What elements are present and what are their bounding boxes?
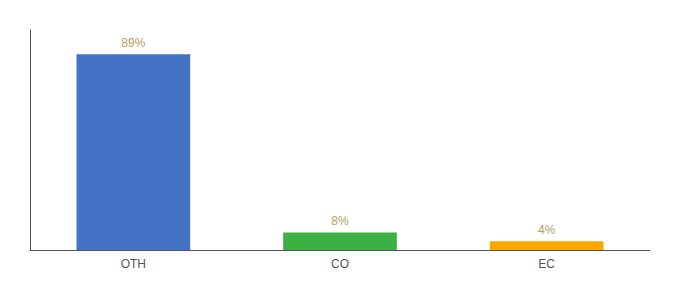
svg-text:EC: EC [538,257,555,271]
svg-text:8%: 8% [331,214,349,228]
svg-text:89%: 89% [121,36,145,50]
svg-text:OTH: OTH [121,257,146,271]
svg-text:4%: 4% [538,223,556,237]
svg-text:CO: CO [331,257,349,271]
